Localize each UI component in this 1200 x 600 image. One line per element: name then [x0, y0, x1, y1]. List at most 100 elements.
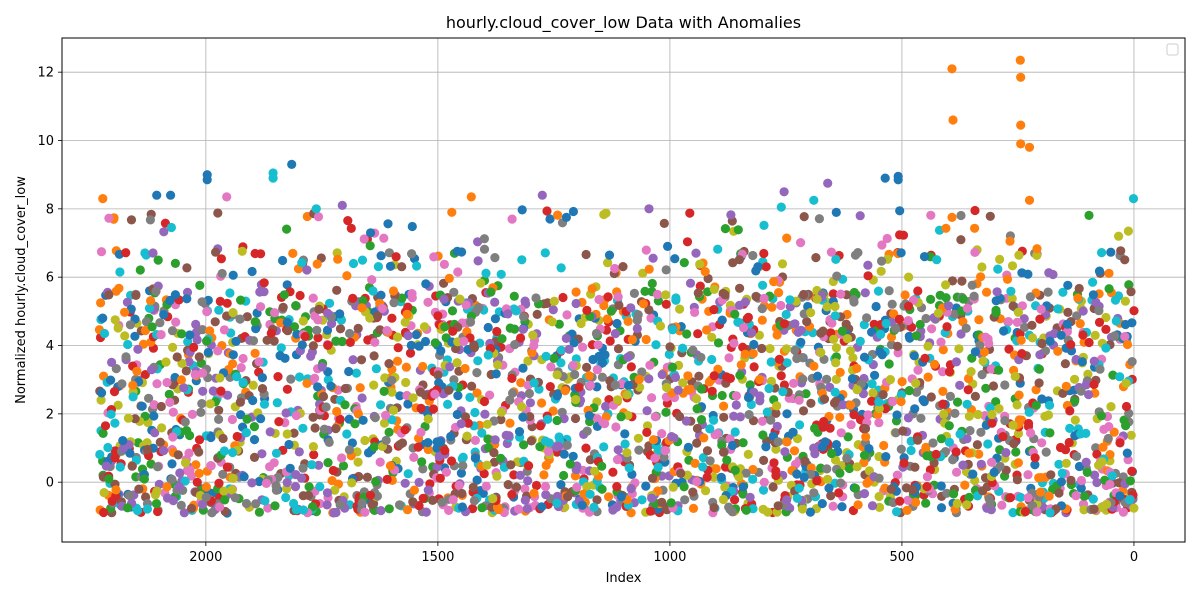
- data-point: [616, 492, 626, 502]
- data-point: [517, 402, 527, 412]
- data-point: [1126, 430, 1136, 440]
- data-point: [1010, 371, 1020, 381]
- data-point: [647, 473, 658, 483]
- data-point: [562, 310, 572, 320]
- data-point: [952, 498, 962, 509]
- anomaly-point: [779, 187, 789, 197]
- data-point: [768, 482, 778, 492]
- data-point: [449, 287, 459, 297]
- data-point: [237, 246, 247, 256]
- data-point: [933, 308, 944, 318]
- data-point: [558, 292, 568, 303]
- data-point: [371, 476, 381, 487]
- data-point: [313, 315, 323, 325]
- data-point: [292, 329, 302, 339]
- data-point: [759, 477, 769, 487]
- data-point: [862, 478, 872, 488]
- data-point: [505, 323, 515, 333]
- data-point: [754, 330, 765, 340]
- data-point: [232, 372, 242, 382]
- data-point: [331, 507, 341, 518]
- data-point: [922, 482, 932, 492]
- data-point: [913, 286, 923, 296]
- data-point: [994, 404, 1004, 414]
- anomaly-point: [1024, 195, 1035, 205]
- data-point: [661, 299, 671, 309]
- y-tick-label: 10: [37, 134, 54, 149]
- data-point: [411, 330, 421, 340]
- data-point: [590, 466, 600, 476]
- data-point: [811, 253, 821, 263]
- data-point: [988, 381, 999, 391]
- data-point: [848, 353, 858, 363]
- data-point: [711, 464, 721, 474]
- data-point: [308, 341, 318, 351]
- data-point: [919, 252, 930, 262]
- y-tick-label: 8: [46, 202, 54, 217]
- data-point: [327, 319, 337, 329]
- data-point: [1058, 287, 1068, 297]
- data-point: [544, 438, 554, 448]
- data-point: [954, 344, 964, 354]
- data-point: [792, 469, 802, 479]
- data-point: [162, 482, 172, 492]
- data-point: [740, 349, 750, 359]
- data-point: [874, 452, 884, 462]
- data-point: [99, 507, 109, 518]
- data-point: [913, 435, 923, 445]
- data-point: [134, 484, 144, 494]
- data-point: [641, 334, 651, 345]
- data-point: [560, 386, 570, 396]
- data-point: [127, 461, 137, 471]
- data-point: [693, 329, 703, 339]
- data-point: [140, 325, 150, 336]
- data-point: [822, 464, 832, 474]
- data-point: [730, 427, 740, 437]
- data-point: [790, 319, 800, 329]
- data-point: [1034, 473, 1044, 483]
- data-point: [826, 491, 836, 501]
- data-point: [1129, 306, 1139, 316]
- data-point: [736, 360, 746, 370]
- data-point: [782, 409, 792, 419]
- data-point: [111, 485, 121, 495]
- data-point: [483, 434, 493, 444]
- data-point: [809, 361, 819, 371]
- anomaly-point: [337, 200, 347, 210]
- data-point: [778, 387, 788, 397]
- data-point: [895, 206, 905, 216]
- data-point: [831, 207, 841, 217]
- data-point: [748, 348, 758, 359]
- anomaly-point: [466, 192, 476, 202]
- data-point: [140, 248, 150, 258]
- anomaly-point: [1114, 231, 1124, 241]
- data-point: [861, 432, 871, 442]
- data-point: [113, 400, 123, 410]
- data-point: [915, 319, 925, 330]
- data-point: [153, 462, 163, 472]
- data-point: [1088, 494, 1098, 504]
- data-point: [743, 449, 753, 459]
- data-point: [622, 448, 632, 458]
- data-point: [762, 407, 772, 417]
- data-point: [730, 465, 740, 475]
- data-point: [899, 458, 909, 468]
- data-point: [375, 325, 385, 335]
- data-point: [313, 382, 323, 392]
- data-point: [624, 463, 634, 473]
- data-point: [135, 265, 145, 275]
- data-point: [769, 277, 779, 287]
- data-point: [493, 360, 503, 370]
- data-point: [565, 459, 575, 469]
- data-point: [387, 375, 397, 385]
- data-point: [428, 495, 438, 505]
- data-point: [457, 488, 467, 499]
- data-point: [236, 363, 246, 373]
- data-point: [547, 317, 557, 327]
- data-point: [291, 470, 301, 480]
- data-point: [166, 222, 176, 233]
- anomaly-point: [1016, 120, 1026, 130]
- data-point: [332, 285, 342, 295]
- data-point: [571, 395, 581, 405]
- data-point: [219, 446, 229, 456]
